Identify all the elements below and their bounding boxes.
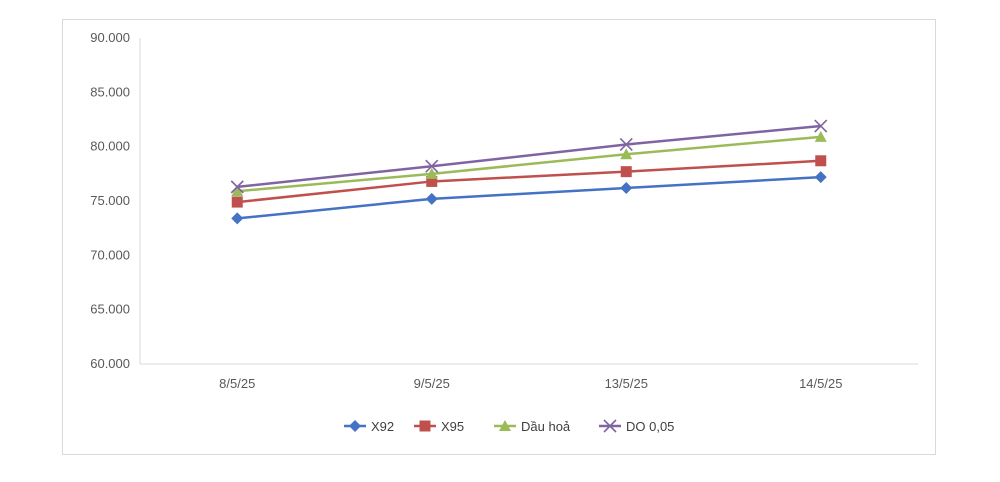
x-tick-label: 13/5/25: [605, 376, 648, 391]
series-line-d-u-ho-: [237, 135, 821, 193]
data-point: [814, 130, 827, 142]
legend-label: X92: [371, 419, 394, 434]
series-line-x95: [237, 159, 821, 204]
y-tick-label: 75.000: [90, 193, 130, 208]
data-point: [231, 212, 244, 225]
y-tick-label: 85.000: [90, 84, 130, 99]
data-point: [425, 167, 438, 179]
data-point: [815, 155, 827, 167]
y-tick-label: 65.000: [90, 302, 130, 317]
data-point: [426, 175, 438, 187]
legend-label: DO 0,05: [626, 419, 674, 434]
series-line-do-0-05: [237, 124, 821, 189]
data-point: [620, 166, 632, 178]
x-tick-label: 9/5/25: [414, 376, 450, 391]
data-point: [814, 171, 827, 184]
data-point: [620, 181, 633, 194]
legend-marker: [499, 420, 511, 431]
data-point: [814, 119, 828, 133]
legend-label: Dầu hoả: [521, 419, 571, 434]
data-point: [231, 185, 244, 197]
y-tick-label: 70.000: [90, 247, 130, 262]
data-point: [230, 180, 244, 194]
data-point: [425, 159, 439, 173]
legend-marker: [349, 420, 361, 432]
x-tick-label: 14/5/25: [799, 376, 842, 391]
data-point: [425, 192, 438, 205]
legend-marker: [419, 420, 431, 432]
data-point: [231, 196, 243, 208]
y-tick-label: 60.000: [90, 356, 130, 371]
y-tick-label: 80.000: [90, 139, 130, 154]
y-tick-label: 90.000: [90, 30, 130, 45]
x-tick-label: 8/5/25: [219, 376, 255, 391]
legend-marker: [603, 419, 617, 433]
data-point: [619, 137, 633, 152]
data-point: [620, 148, 633, 160]
legend-label: X95: [441, 419, 464, 434]
series-line-x92: [237, 175, 821, 220]
chart-frame: [62, 19, 936, 455]
